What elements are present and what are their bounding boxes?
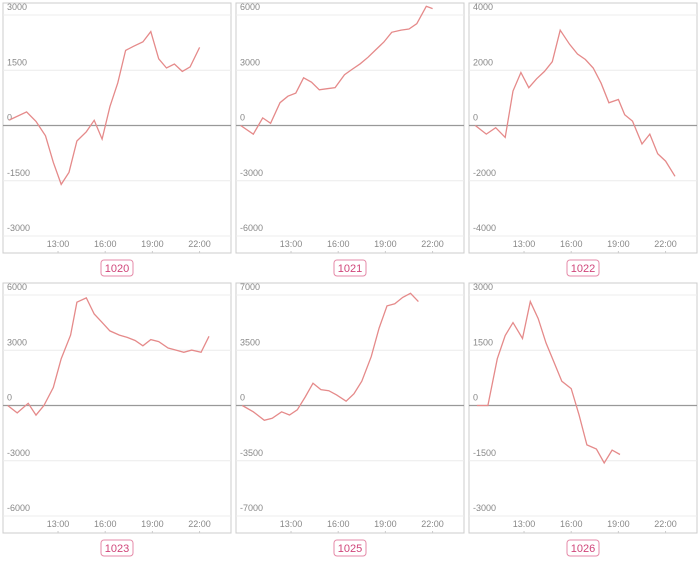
y-tick-label: 3000 [240, 57, 260, 67]
x-tick-label: 19:00 [141, 519, 164, 529]
x-tick-label: 16:00 [560, 519, 583, 529]
x-tick-label: 19:00 [374, 239, 397, 249]
chart-title: 1025 [338, 543, 362, 555]
y-tick-label: 0 [240, 113, 245, 123]
y-tick-label: -6000 [240, 223, 263, 233]
y-tick-label: -3000 [473, 503, 496, 513]
x-tick-label: 13:00 [280, 519, 303, 529]
y-tick-label: 3000 [7, 337, 27, 347]
y-tick-label: 0 [473, 113, 478, 123]
y-tick-label: -2000 [473, 168, 496, 178]
panel [235, 2, 465, 254]
x-tick-label: 19:00 [607, 239, 630, 249]
x-tick-label: 22:00 [654, 239, 677, 249]
line [240, 5, 433, 136]
x-tick-label: 13:00 [513, 519, 536, 529]
x-tick-label: 22:00 [188, 239, 211, 249]
panel [2, 282, 232, 534]
line [9, 30, 201, 186]
x-tick-label: 19:00 [607, 519, 630, 529]
x-tick-label: 13:00 [513, 239, 536, 249]
y-tick-label: 1500 [473, 337, 493, 347]
x-tick-label: 22:00 [421, 239, 444, 249]
y-tick-label: 4000 [473, 2, 493, 12]
panel [2, 2, 232, 254]
chart-title: 1026 [571, 543, 595, 555]
panel [235, 282, 465, 534]
x-tick-label: 13:00 [47, 519, 70, 529]
x-tick-label: 13:00 [280, 239, 303, 249]
y-tick-label: 3000 [473, 282, 493, 292]
x-tick-label: 16:00 [94, 519, 117, 529]
x-tick-label: 19:00 [374, 519, 397, 529]
panel [468, 282, 698, 534]
line [7, 297, 210, 417]
x-tick-label: 22:00 [654, 519, 677, 529]
x-tick-label: 22:00 [421, 519, 444, 529]
y-tick-label: -3500 [240, 448, 263, 458]
y-tick-label: 6000 [240, 2, 260, 12]
chart-title: 1021 [338, 263, 362, 275]
y-tick-label: -3000 [240, 168, 263, 178]
y-tick-label: -1500 [473, 448, 496, 458]
y-tick-label: -4000 [473, 223, 496, 233]
chart-title: 1022 [571, 263, 595, 275]
chart-label-box [566, 539, 600, 557]
x-tick-label: 16:00 [94, 239, 117, 249]
chart-label-box [333, 259, 367, 277]
y-tick-label: 3500 [240, 337, 260, 347]
x-tick-label: 13:00 [47, 239, 70, 249]
y-tick-label: 7000 [240, 282, 260, 292]
line [476, 299, 621, 465]
x-tick-label: 16:00 [327, 239, 350, 249]
y-tick-label: 2000 [473, 57, 493, 67]
panel [468, 2, 698, 254]
y-tick-label: 1500 [7, 57, 27, 67]
chart-label-box [566, 259, 600, 277]
y-tick-label: -3000 [7, 448, 30, 458]
y-tick-label: -1500 [7, 168, 30, 178]
line [474, 28, 676, 177]
chart-label-box [100, 539, 134, 557]
line [241, 292, 419, 422]
y-tick-label: 0 [473, 393, 478, 403]
x-tick-label: 22:00 [188, 519, 211, 529]
y-tick-label: -6000 [7, 503, 30, 513]
y-tick-label: 6000 [7, 282, 27, 292]
x-tick-label: 19:00 [141, 239, 164, 249]
y-tick-label: 0 [7, 113, 12, 123]
x-tick-label: 16:00 [327, 519, 350, 529]
y-tick-label: -3000 [7, 223, 30, 233]
chart-label-box [100, 259, 134, 277]
chart-title: 1020 [105, 263, 129, 275]
y-tick-label: 0 [240, 393, 245, 403]
x-tick-label: 16:00 [560, 239, 583, 249]
y-tick-label: 0 [7, 393, 12, 403]
chart-label-box [333, 539, 367, 557]
chart-title: 1023 [105, 543, 129, 555]
y-tick-label: 3000 [7, 2, 27, 12]
y-tick-label: -7000 [240, 503, 263, 513]
